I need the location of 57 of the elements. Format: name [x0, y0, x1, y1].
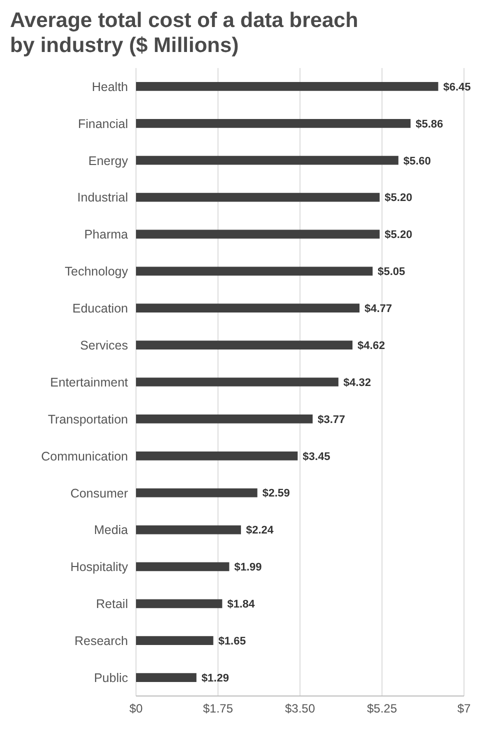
bar: [136, 340, 352, 350]
y-tick-label: Energy: [88, 154, 129, 168]
y-tick-label: Public: [94, 670, 128, 685]
y-tick-label: Education: [72, 302, 128, 316]
x-tick-label: $0: [129, 702, 143, 716]
data-label: $4.32: [343, 376, 371, 389]
y-tick-label: Retail: [96, 597, 128, 612]
data-label: $4.77: [364, 303, 392, 316]
y-tick-label: Pharma: [84, 228, 128, 242]
x-tick-label: $7: [457, 702, 471, 716]
data-label: $2.59: [262, 488, 290, 500]
y-tick-label: Consumer: [70, 486, 128, 500]
bar: [136, 82, 438, 91]
data-label: $1.99: [234, 562, 262, 574]
data-label: $5.20: [384, 229, 412, 242]
y-tick-label: Media: [94, 523, 128, 538]
bar: [136, 599, 222, 608]
bar: [136, 562, 230, 572]
x-tick-label: $3.50: [284, 702, 316, 716]
data-label: $5.05: [378, 266, 406, 278]
x-tick-label: $5.25: [366, 702, 398, 716]
y-tick-label: Transportation: [48, 412, 128, 426]
y-tick-label: Technology: [64, 264, 129, 279]
bar: [136, 230, 380, 239]
y-tick-label: Services: [80, 338, 128, 352]
data-label: $5.86: [416, 118, 444, 130]
bar: [136, 378, 338, 386]
y-tick-label: Communication: [41, 449, 128, 464]
bar: [136, 192, 380, 202]
y-tick-label: Hospitality: [70, 560, 129, 574]
bar: [136, 266, 373, 276]
bar: [136, 636, 214, 646]
data-label: $6.45: [443, 81, 471, 94]
bar: [136, 525, 241, 534]
bar: [136, 488, 258, 498]
x-tick-label: $1.75: [202, 702, 234, 716]
chart-title: Average total cost of a data breach by industry ($ Millions): [10, 8, 360, 58]
bar: [136, 118, 411, 128]
y-tick-label: Research: [74, 634, 128, 648]
bar: [136, 414, 313, 424]
data-label: $1.84: [227, 598, 256, 611]
data-label: $5.20: [384, 192, 412, 204]
data-label: $1.29: [201, 672, 229, 684]
bar: [136, 156, 398, 165]
y-tick-label: Financial: [78, 116, 128, 131]
bar: [136, 451, 298, 460]
data-label: $5.60: [403, 155, 431, 168]
y-tick-label: Entertainment: [50, 375, 129, 390]
data-label: $2.24: [246, 524, 274, 537]
y-tick-label: Industrial: [77, 190, 128, 205]
bar: [136, 304, 360, 313]
data-label: $3.45: [302, 450, 330, 463]
data-label: $1.65: [218, 635, 246, 648]
y-tick-label: Health: [92, 80, 128, 94]
data-label: $4.62: [357, 340, 386, 352]
data-label: $3.77: [318, 414, 346, 426]
bar: [136, 673, 196, 682]
